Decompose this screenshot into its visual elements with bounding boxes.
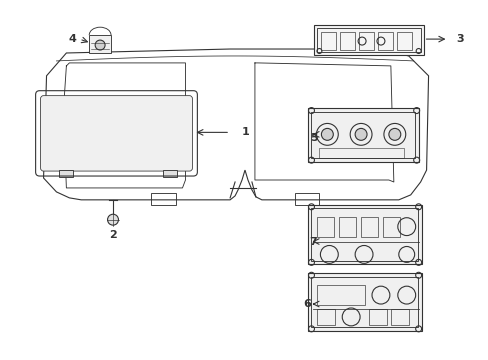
Bar: [163, 170, 176, 177]
Bar: [317, 28, 420, 52]
Bar: [358, 32, 373, 50]
Circle shape: [107, 214, 118, 225]
Text: 7: 7: [309, 237, 317, 247]
Bar: [340, 32, 354, 50]
Bar: [326, 136, 365, 158]
FancyBboxPatch shape: [41, 96, 192, 171]
Text: 6: 6: [303, 299, 311, 309]
Circle shape: [354, 129, 366, 140]
Circle shape: [95, 40, 105, 50]
Bar: [377, 32, 392, 50]
Circle shape: [321, 129, 333, 140]
Bar: [360, 217, 377, 237]
Bar: [339, 217, 355, 237]
Text: 3: 3: [455, 34, 463, 44]
Bar: [89, 35, 111, 53]
Bar: [317, 285, 365, 305]
Text: 2: 2: [109, 230, 117, 239]
Bar: [396, 32, 411, 50]
Text: 5: 5: [309, 133, 317, 143]
Text: 1: 1: [242, 127, 249, 138]
Text: 4: 4: [68, 34, 76, 44]
Bar: [317, 217, 334, 237]
Bar: [382, 217, 399, 237]
Bar: [311, 208, 417, 261]
Circle shape: [388, 129, 400, 140]
Bar: [307, 108, 418, 162]
Bar: [311, 277, 417, 327]
Bar: [321, 32, 336, 50]
Bar: [319, 148, 403, 158]
Bar: [294, 193, 319, 205]
Bar: [150, 193, 175, 205]
Bar: [368, 309, 386, 325]
Bar: [314, 25, 423, 55]
Bar: [317, 309, 335, 325]
Bar: [390, 309, 408, 325]
Bar: [60, 170, 73, 177]
Bar: [307, 273, 421, 331]
Bar: [311, 112, 414, 158]
Bar: [307, 205, 421, 264]
